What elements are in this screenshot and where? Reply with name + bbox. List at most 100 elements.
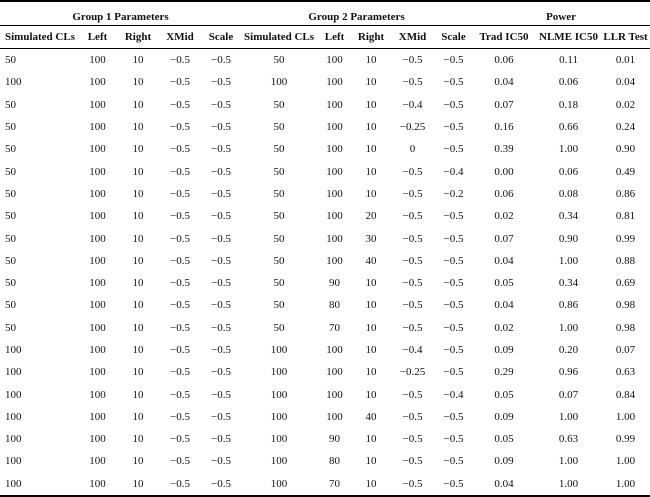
- cell-g1-left: 100: [89, 299, 106, 312]
- cell-g2-right: 10: [365, 54, 377, 67]
- cell-g2-simulated-cls: 50: [273, 143, 285, 156]
- cell-g2-scale: −0.2: [443, 187, 464, 200]
- cell-g1-left: 100: [89, 210, 106, 223]
- cell-llr-test: 1.00: [601, 472, 650, 497]
- cell-g2-simulated-cls: 50: [273, 277, 285, 290]
- cell-g2-right: 10: [365, 299, 377, 312]
- cell-g1-xmid: −0.5: [170, 54, 190, 67]
- cell-g1-xmid: −0.5: [170, 344, 190, 356]
- cell-g2-scale: −0.5: [443, 232, 464, 245]
- cell-g1-xmid: −0.5: [170, 98, 190, 111]
- col-header-trad-ic50: Trad IC50: [472, 25, 537, 49]
- cell-g2-xmid: −0.25: [399, 121, 426, 134]
- cell-llr-test: 0.98: [615, 299, 636, 312]
- cell-g1-simulated-cls: 50: [5, 232, 16, 245]
- cell-g2-xmid: −0.5: [402, 388, 423, 401]
- cell-g1-left: 100: [89, 388, 106, 401]
- cell-g2-scale: −0.5: [443, 76, 464, 89]
- table-row: 100 100 10 −0.5 −0.5 100 100 10 −0.5 −0.5 0.04 0.06…: [0, 71, 650, 93]
- cell-g1-left: 100: [89, 165, 106, 178]
- cell-nlme-ic50: 0.11: [559, 54, 578, 67]
- cell-g1-scale: −0.5: [211, 299, 231, 312]
- cell-nlme-ic50: 0.63: [558, 433, 579, 446]
- cell-trad-ic50: 0.29: [494, 366, 514, 379]
- cell-g1-left: 100: [78, 472, 117, 497]
- cell-g2-simulated-cls: 50: [273, 187, 285, 200]
- cell-g2-left: 90: [329, 433, 341, 446]
- col-header-g2-scale: Scale: [435, 25, 473, 49]
- cell-g1-left: 100: [89, 277, 106, 290]
- cell-g2-left: 90: [329, 277, 341, 290]
- cell-g1-simulated-cls: 50: [5, 254, 16, 267]
- cell-g2-left: 100: [326, 76, 343, 89]
- cell-g2-scale: −0.5: [443, 455, 464, 468]
- table-row: 100 100 10 −0.5 −0.5 100 70 10 −0.5 −0.5 0.04 1.00 1…: [0, 472, 650, 497]
- cell-g1-scale: −0.5: [211, 76, 231, 89]
- cell-g1-simulated-cls: 50: [5, 121, 16, 134]
- cell-g2-scale: −0.5: [443, 344, 464, 356]
- cell-llr-test: 0.88: [615, 254, 636, 267]
- cell-g2-left: 100: [326, 98, 343, 111]
- cell-g1-simulated-cls: 100: [5, 344, 22, 356]
- cell-nlme-ic50: 0.06: [558, 76, 579, 89]
- cell-g2-right: 10: [365, 433, 377, 446]
- cell-g2-right: 10: [365, 143, 377, 156]
- cell-g2-simulated-cls: 100: [270, 433, 288, 446]
- cell-g2-simulated-cls: 50: [273, 54, 285, 67]
- cell-llr-test: 0.86: [615, 187, 636, 200]
- cell-g2-scale: −0.5: [443, 121, 464, 134]
- cell-g1-xmid: −0.5: [170, 366, 190, 379]
- cell-nlme-ic50: 0.08: [558, 187, 579, 200]
- cell-g2-left: 100: [326, 254, 343, 267]
- cell-g1-right: 10: [132, 165, 144, 178]
- cell-g1-xmid: −0.5: [170, 143, 190, 156]
- cell-trad-ic50: 0.04: [494, 299, 514, 312]
- cell-g2-left: 100: [326, 344, 343, 356]
- cell-g2-right: 10: [365, 187, 377, 200]
- cell-g2-right: 10: [365, 344, 377, 356]
- table-row: 50 100 10 −0.5 −0.5 50 100 20 −0.5 −0.5 0.02 0.34 0.…: [0, 205, 650, 227]
- cell-g2-scale: −0.5: [443, 54, 464, 67]
- cell-trad-ic50: 0.07: [494, 98, 514, 111]
- cell-g1-scale: −0.5: [211, 210, 231, 223]
- cell-llr-test: 0.99: [615, 433, 636, 446]
- cell-g1-left: 100: [89, 187, 106, 200]
- cell-llr-test: 0.90: [615, 143, 636, 156]
- cell-llr-test: 0.04: [615, 76, 636, 89]
- cell-g2-simulated-cls: 100: [270, 410, 288, 423]
- cell-trad-ic50: 0.02: [494, 321, 514, 334]
- cell-g2-scale: −0.5: [443, 210, 464, 223]
- table-row: 50 100 10 −0.5 −0.5 50 100 10 −0.4 −0.5 0.07 0.18 0.…: [0, 94, 650, 116]
- table-row: 50 100 10 −0.5 −0.5 50 70 10 −0.5 −0.5 0.02 1.00 0.9…: [0, 317, 650, 339]
- cell-llr-test: 0.24: [615, 121, 636, 134]
- cell-trad-ic50: 0.04: [494, 76, 514, 89]
- cell-g2-right: 10: [365, 277, 377, 290]
- cell-g2-left: 100: [326, 232, 343, 245]
- cell-llr-test: 0.99: [615, 232, 636, 245]
- cell-g1-xmid: −0.5: [170, 76, 190, 89]
- cell-g2-xmid: −0.5: [402, 455, 423, 468]
- cell-g1-right: 10: [132, 232, 144, 245]
- cell-g2-right: 10: [365, 321, 377, 334]
- cell-g1-right: 10: [132, 388, 144, 401]
- cell-g1-right: 10: [132, 455, 144, 468]
- table-row: 50 100 10 −0.5 −0.5 50 100 10 −0.5 −0.2 0.06 0.08 0.…: [0, 183, 650, 205]
- cell-g2-simulated-cls: 50: [273, 321, 285, 334]
- cell-g1-xmid: −0.5: [170, 455, 190, 468]
- cell-g2-simulated-cls: 100: [241, 472, 318, 497]
- cell-g2-left: 100: [326, 143, 343, 156]
- cell-g2-xmid: −0.4: [402, 98, 423, 111]
- cell-g1-left: 100: [89, 433, 106, 446]
- cell-g2-xmid: −0.5: [402, 321, 423, 334]
- cell-trad-ic50: 0.09: [494, 410, 514, 423]
- cell-g2-simulated-cls: 50: [273, 210, 285, 223]
- cell-llr-test: 0.84: [615, 388, 636, 401]
- cell-llr-test: 0.69: [615, 277, 636, 290]
- col-header-g2-xmid: XMid: [390, 25, 436, 49]
- cell-nlme-ic50: 1.00: [558, 455, 579, 468]
- cell-g2-scale: −0.5: [443, 433, 464, 446]
- cell-nlme-ic50: 0.86: [558, 299, 579, 312]
- cell-g1-right: 10: [117, 472, 159, 497]
- cell-g2-left: 100: [326, 54, 343, 67]
